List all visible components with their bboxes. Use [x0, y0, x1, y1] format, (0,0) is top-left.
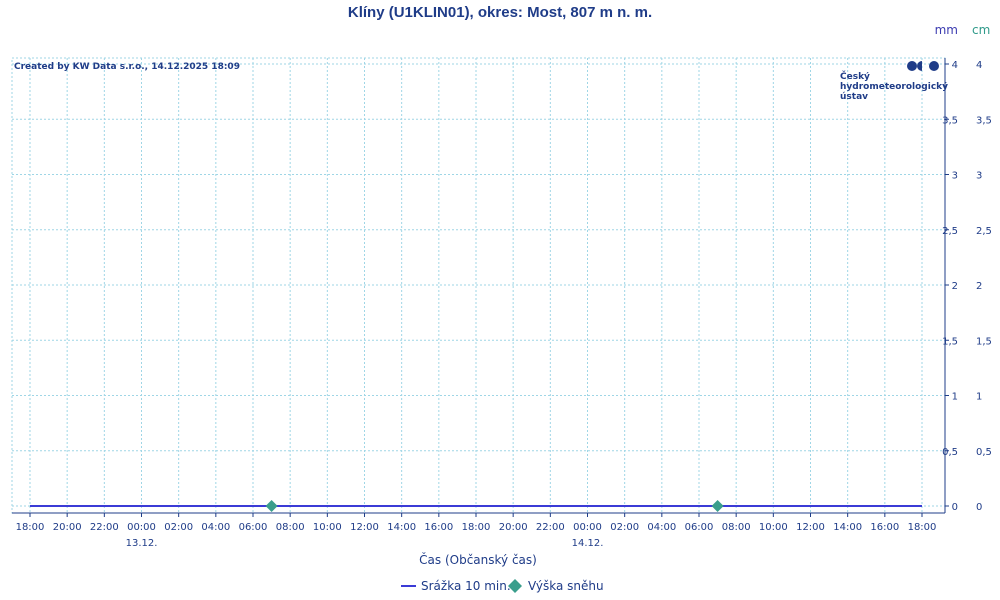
- x-tick-label: 18:00: [908, 522, 937, 533]
- chmi-logo: Český hydrometeorologický ústav: [840, 61, 948, 102]
- logo-line-2: hydrometeorologický: [840, 82, 948, 92]
- y-tick-label-cm: 2: [976, 281, 982, 292]
- logo-line-1: Český: [840, 70, 870, 82]
- x-tick-label: 14:00: [387, 522, 416, 533]
- y-tick-label-mm: 2,5: [942, 226, 958, 237]
- y-axis-ticks: 0 0 0,5 0,5 1 1 1,5 1,5 2 2 2,5 2,5 3 3 3,5 3,5 4 4: [942, 60, 992, 513]
- legend-precip-label: Srážka 10 min.: [421, 579, 511, 593]
- chart-series: [30, 500, 922, 512]
- snow-depth-point: [265, 500, 278, 512]
- x-axis-label: Čas (Občanský čas): [419, 552, 537, 567]
- x-tick-label: 10:00: [313, 522, 342, 533]
- x-tick-label: 20:00: [53, 522, 82, 533]
- x-date-label: 13.12.: [126, 538, 158, 549]
- unit-right-label: cm: [972, 23, 990, 37]
- x-tick-label: 22:00: [536, 522, 565, 533]
- y-tick-label-cm: 1: [976, 392, 982, 403]
- x-tick-label: 04:00: [647, 522, 676, 533]
- y-tick-label-mm: 0: [952, 502, 958, 513]
- y-tick-label-mm: 1: [952, 392, 958, 403]
- y-tick-label-cm: 3,5: [976, 115, 992, 126]
- y-tick-label-cm: 3: [976, 171, 982, 182]
- y-tick-label-mm: 4: [952, 60, 958, 71]
- chart-axes: [12, 58, 949, 517]
- x-tick-label: 12:00: [796, 522, 825, 533]
- x-tick-label: 14:00: [833, 522, 862, 533]
- x-date-label: 14.12.: [572, 538, 604, 549]
- x-tick-label: 16:00: [424, 522, 453, 533]
- x-tick-label: 08:00: [722, 522, 751, 533]
- y-tick-label-cm: 4: [976, 60, 982, 71]
- x-tick-label: 06:00: [685, 522, 714, 533]
- x-tick-label: 18:00: [462, 522, 491, 533]
- y-tick-label-cm: 2,5: [976, 226, 992, 237]
- x-tick-label: 00:00: [573, 522, 602, 533]
- x-tick-label: 12:00: [350, 522, 379, 533]
- x-tick-label: 02:00: [610, 522, 639, 533]
- x-tick-label: 00:00: [127, 522, 156, 533]
- x-tick-label: 16:00: [870, 522, 899, 533]
- y-tick-label-mm: 3: [952, 171, 958, 182]
- x-tick-label: 10:00: [759, 522, 788, 533]
- logo-dot-icon-2: [929, 61, 939, 71]
- chart-title: Klíny (U1KLIN01), okres: Most, 807 m n. …: [348, 4, 652, 21]
- y-tick-label-cm: 0: [976, 502, 982, 513]
- y-tick-label-mm: 0,5: [942, 447, 958, 458]
- unit-left-label: mm: [935, 23, 958, 37]
- x-tick-label: 06:00: [239, 522, 268, 533]
- logo-line-3: ústav: [840, 92, 868, 102]
- x-tick-label: 02:00: [164, 522, 193, 533]
- y-tick-label-cm: 1,5: [976, 336, 992, 347]
- legend: Srážka 10 min. Výška sněhu: [401, 579, 604, 593]
- x-tick-label: 04:00: [201, 522, 230, 533]
- x-tick-label: 08:00: [276, 522, 305, 533]
- x-axis-ticks: 18:00 20:00 22:00 00:00 02:00 04:00 06:00 08:00…: [16, 522, 937, 549]
- logo-dot-icon: [907, 61, 917, 71]
- y-tick-label-cm: 0,5: [976, 447, 992, 458]
- x-tick-label: 20:00: [499, 522, 528, 533]
- x-tick-label: 18:00: [16, 522, 45, 533]
- created-by-label: Created by KW Data s.r.o., 14.12.2025 18…: [14, 62, 240, 72]
- x-tick-label: 22:00: [90, 522, 119, 533]
- logo-halfmoon-icon: [917, 61, 922, 71]
- legend-snow-diamond-icon: [508, 579, 522, 593]
- chart-grid: [11, 57, 946, 514]
- snow-depth-point: [711, 500, 724, 512]
- y-tick-label-mm: 1,5: [942, 336, 958, 347]
- legend-snow-label: Výška sněhu: [528, 579, 604, 593]
- y-tick-label-mm: 3,5: [942, 115, 958, 126]
- y-tick-label-mm: 2: [952, 281, 958, 292]
